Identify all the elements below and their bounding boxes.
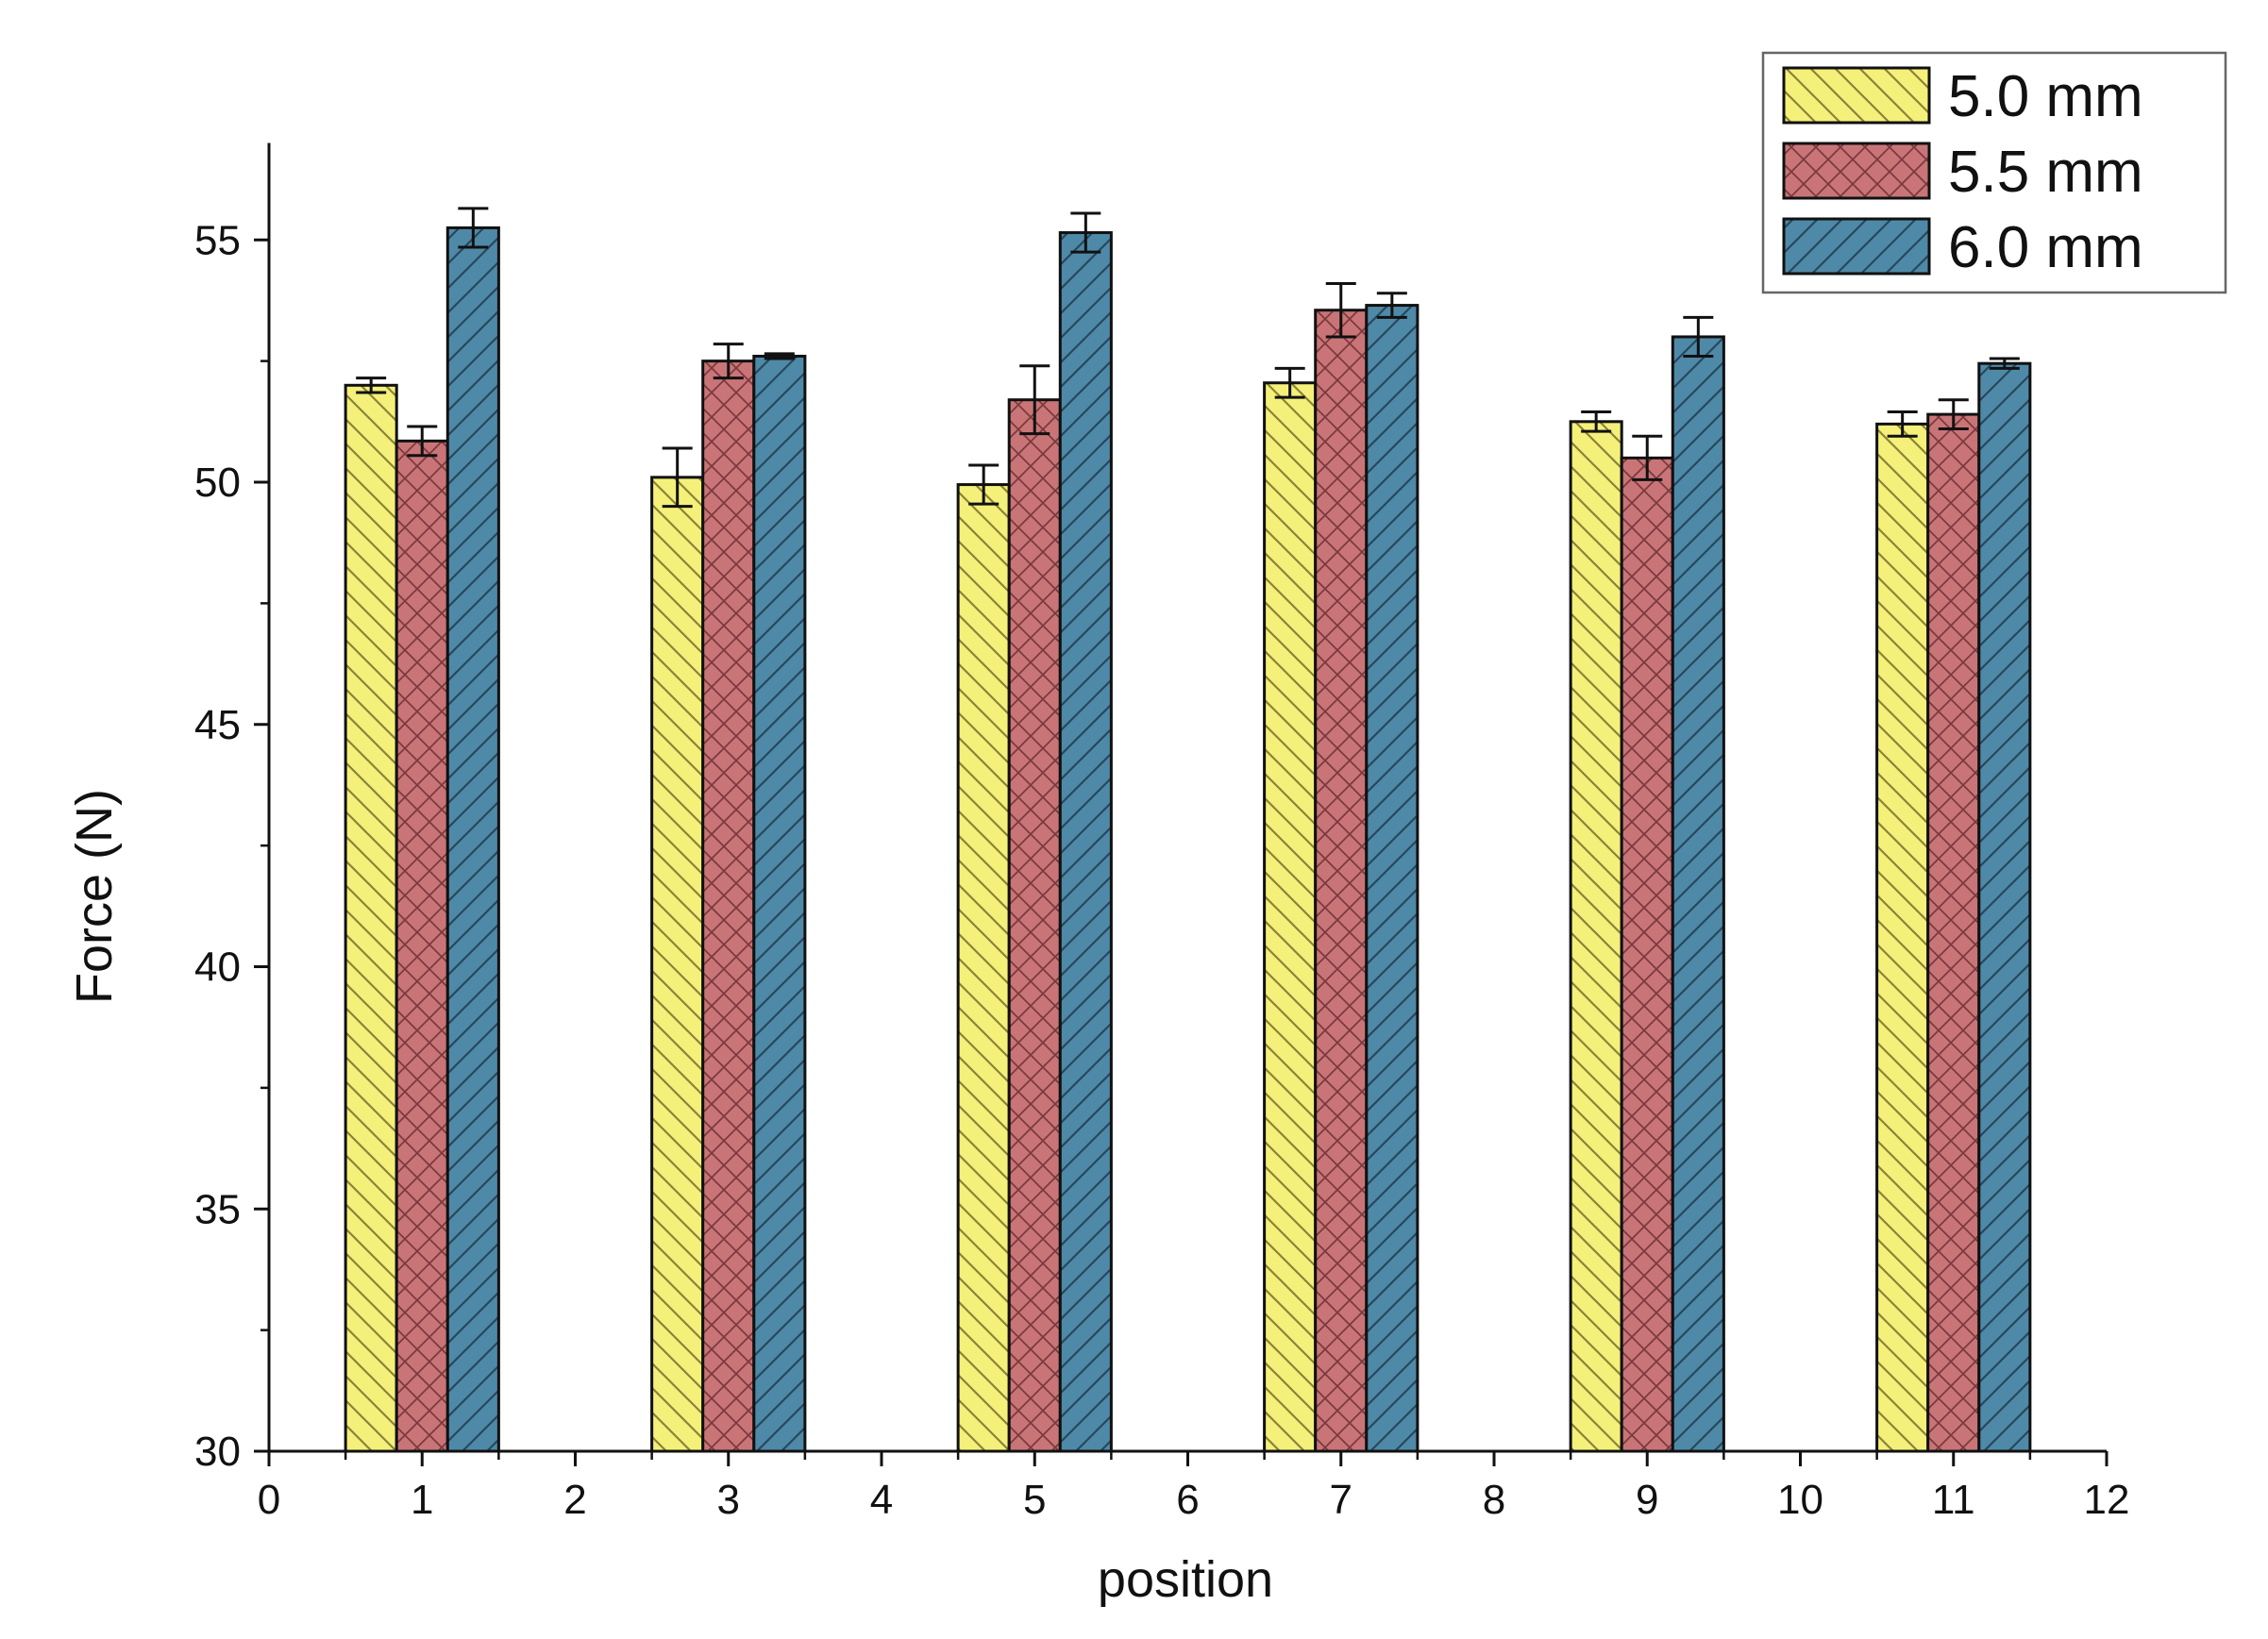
bar: [1977, 361, 2032, 1453]
bar: [1569, 420, 1623, 1453]
y-tick-label: 45: [194, 702, 241, 748]
y-axis-title: Force (N): [66, 789, 123, 1004]
bar: [1671, 335, 1725, 1453]
x-tick-label: 4: [870, 1477, 893, 1523]
x-axis-ticks: 0 1 2 3 4 5 6 7 8 9 10 11 12: [258, 1451, 2130, 1523]
x-tick-label: 9: [1636, 1477, 1658, 1523]
x-tick-label: 8: [1483, 1477, 1505, 1523]
y-tick-label: 30: [194, 1429, 241, 1475]
bars-layer: [344, 226, 2032, 1453]
bar: [1875, 422, 1930, 1453]
bar: [395, 439, 449, 1453]
legend-label: 5.5 mm: [1948, 140, 2143, 205]
bar: [1263, 381, 1318, 1453]
x-tick-label: 5: [1023, 1477, 1046, 1523]
bar: [650, 476, 705, 1453]
x-tick-label: 0: [258, 1477, 280, 1523]
bar: [752, 354, 807, 1453]
bar: [1620, 456, 1674, 1453]
x-tick-label: 11: [1932, 1477, 1975, 1523]
bar: [1365, 304, 1420, 1453]
bar: [445, 226, 500, 1453]
bar: [1926, 412, 1981, 1453]
bar: [1058, 231, 1113, 1453]
y-tick-label: 40: [194, 945, 241, 991]
x-tick-label: 2: [563, 1477, 586, 1523]
legend-items: 5.0 mm 5.5 mm 6.0 mm: [1782, 64, 2143, 280]
bar: [344, 383, 398, 1453]
y-axis-ticks: 30 35 40 45 50 55: [194, 217, 269, 1475]
legend-swatch: [1782, 142, 1931, 200]
bar: [1007, 398, 1062, 1453]
x-tick-label: 6: [1176, 1477, 1199, 1523]
bar: [701, 360, 756, 1453]
x-tick-label: 1: [411, 1477, 433, 1523]
legend-swatch: [1782, 66, 1931, 125]
y-tick-label: 35: [194, 1186, 241, 1232]
bar: [956, 483, 1011, 1453]
legend-swatch: [1782, 217, 1931, 276]
x-tick-label: 3: [717, 1477, 740, 1523]
x-axis-title: position: [1098, 1551, 1273, 1608]
x-tick-label: 10: [1777, 1477, 1823, 1523]
legend-label: 6.0 mm: [1948, 215, 2143, 280]
legend-label: 5.0 mm: [1948, 64, 2143, 129]
y-tick-label: 50: [194, 460, 241, 506]
bar: [1314, 309, 1369, 1453]
legend: 5.0 mm 5.5 mm 6.0 mm: [1761, 51, 2227, 294]
error-bars-layer: [356, 207, 2020, 509]
x-tick-label: 7: [1330, 1477, 1352, 1523]
y-tick-label: 55: [194, 217, 241, 263]
x-tick-label: 12: [2084, 1477, 2130, 1523]
